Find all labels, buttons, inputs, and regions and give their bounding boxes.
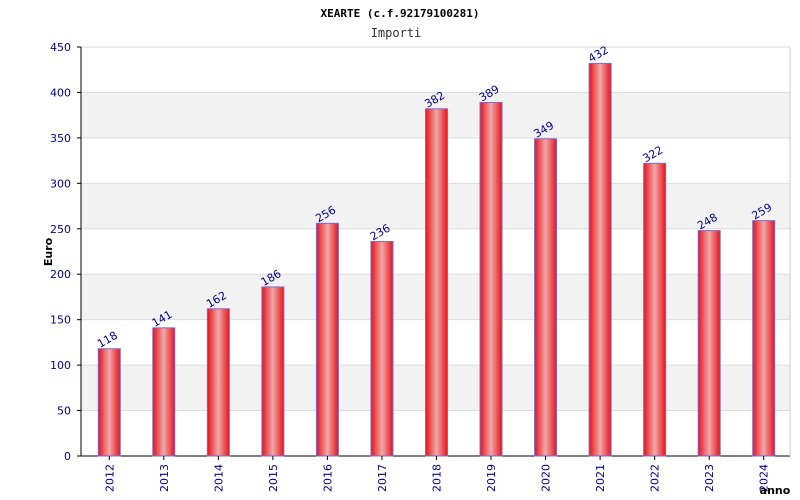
y-tick-label: 400: [50, 86, 71, 99]
bar-2014: [206, 308, 230, 457]
x-tick-label-2020: 2020: [540, 464, 553, 492]
y-tick-label: 0: [64, 450, 71, 463]
data-label-2012: 118: [95, 329, 120, 351]
x-axis-label: anno: [760, 484, 791, 497]
x-tick-label-2021: 2021: [594, 464, 607, 492]
bar-2024: [752, 220, 776, 457]
x-tick-label-2012: 2012: [103, 464, 116, 492]
bar-2017: [370, 241, 394, 457]
bar-2023: [697, 230, 721, 457]
bar-2015: [261, 286, 285, 457]
plot-area: 0501001502002503003504004501182012141201…: [50, 41, 791, 492]
bar-2022: [643, 162, 667, 457]
y-tick-label: 300: [50, 177, 71, 190]
bar-2018: [425, 108, 448, 457]
y-tick-label: 250: [50, 223, 71, 236]
x-tick-label-2022: 2022: [649, 464, 662, 492]
bar-2020: [534, 138, 558, 457]
chart-subtitle: Importi: [371, 26, 422, 40]
x-tick-label-2018: 2018: [431, 464, 444, 492]
y-tick-label: 450: [50, 41, 71, 54]
bar-2012: [97, 348, 121, 457]
y-tick-label: 150: [50, 314, 71, 327]
y-tick-label: 50: [57, 405, 71, 418]
chart-title: XEARTE (c.f.92179100281): [321, 7, 480, 20]
bar-2019: [479, 101, 503, 457]
data-label-2022: 322: [641, 143, 666, 165]
x-tick-label-2013: 2013: [158, 464, 171, 492]
y-axis-label: Euro: [42, 237, 55, 266]
bar-2016: [315, 222, 339, 457]
x-tick-label-2015: 2015: [267, 464, 280, 492]
x-tick-label-2014: 2014: [212, 464, 225, 492]
x-tick-label-2017: 2017: [376, 464, 389, 492]
x-tick-label-2023: 2023: [703, 464, 716, 492]
y-tick-label: 200: [50, 268, 71, 281]
y-tick-label: 100: [50, 359, 71, 372]
x-tick-label-2024: 2024: [758, 464, 771, 492]
x-tick-label-2019: 2019: [485, 464, 498, 492]
bar-2013: [152, 327, 176, 457]
bar-2021: [588, 62, 612, 457]
x-tick-label-2016: 2016: [321, 464, 334, 492]
y-tick-label: 350: [50, 132, 71, 145]
